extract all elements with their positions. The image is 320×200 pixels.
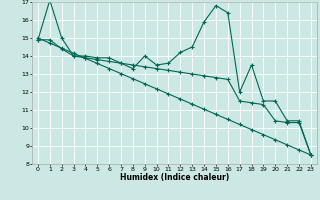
X-axis label: Humidex (Indice chaleur): Humidex (Indice chaleur): [120, 173, 229, 182]
